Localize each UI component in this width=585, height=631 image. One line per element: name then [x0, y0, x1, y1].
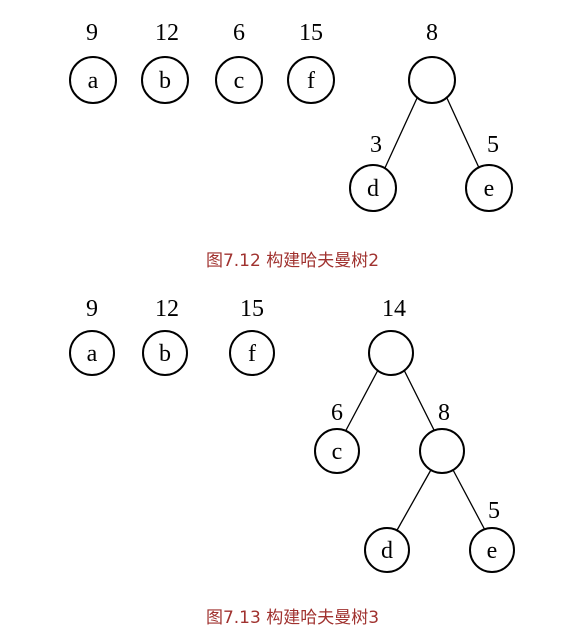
weight-d: 3: [370, 132, 382, 158]
node-root: [368, 330, 414, 376]
node-d: [349, 164, 397, 212]
weight-root: 8: [426, 20, 438, 46]
node-e: [469, 527, 515, 573]
node-label-f: f: [307, 68, 315, 94]
weight-b: 12: [155, 296, 179, 322]
node-label-e: e: [487, 538, 498, 564]
node-inner: [419, 428, 465, 474]
node-root: [408, 56, 456, 104]
node-d: [364, 527, 410, 573]
node-b: [142, 330, 188, 376]
figure-7-12-tree: 9 a 12 b 6 c 15 f 8 3 d 5 e: [69, 20, 513, 212]
node-label-b: b: [159, 341, 171, 367]
node-label-f: f: [248, 341, 256, 367]
weight-a: 9: [86, 296, 98, 322]
weight-root: 14: [382, 296, 406, 322]
node-label-d: d: [381, 538, 393, 564]
node-a: [69, 56, 117, 104]
weight-e: 5: [487, 132, 499, 158]
edge-root-inner: [403, 369, 437, 435]
node-c: [215, 56, 263, 104]
weight-c: 6: [331, 400, 343, 426]
weight-e: 5: [488, 498, 500, 524]
figure-7-13-tree: 9 a 12 b 15 f 14 6 c 8 d 5 e: [69, 296, 515, 573]
node-label-b: b: [159, 68, 171, 94]
edge-inner-d: [395, 467, 433, 533]
node-e: [465, 164, 513, 212]
edge-root-e: [445, 95, 481, 171]
node-a: [69, 330, 115, 376]
weight-f: 15: [240, 296, 264, 322]
node-label-a: a: [87, 341, 98, 367]
node-label-d: d: [367, 176, 379, 202]
edge-root-c: [343, 369, 379, 435]
node-c: [314, 428, 360, 474]
weight-c: 6: [233, 20, 245, 46]
figure-caption-7-12: 图7.12 构建哈夫曼树2: [205, 251, 380, 271]
weight-inner: 8: [438, 400, 450, 426]
node-label-a: a: [88, 68, 99, 94]
node-f: [287, 56, 335, 104]
node-label-c: c: [234, 68, 245, 94]
node-label-e: e: [484, 176, 495, 202]
weight-f: 15: [299, 20, 323, 46]
weight-a: 9: [86, 20, 98, 46]
edge-inner-e: [451, 467, 487, 533]
node-label-c: c: [332, 439, 343, 465]
node-b: [141, 56, 189, 104]
node-f: [229, 330, 275, 376]
weight-b: 12: [155, 20, 179, 46]
figure-caption-7-13: 图7.13 构建哈夫曼树3: [205, 608, 380, 628]
edge-root-d: [383, 95, 419, 171]
